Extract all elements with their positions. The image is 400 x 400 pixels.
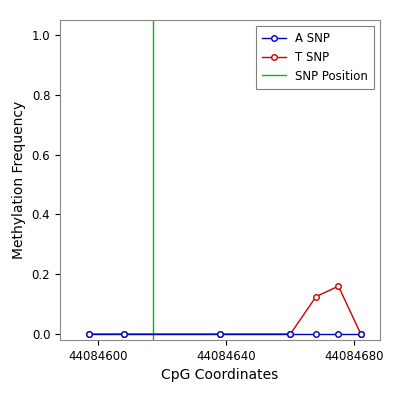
A SNP	[288, 332, 293, 336]
T SNP	[358, 332, 363, 336]
A SNP	[336, 332, 341, 336]
A SNP	[218, 332, 222, 336]
Legend: A SNP, T SNP, SNP Position: A SNP, T SNP, SNP Position	[256, 26, 374, 88]
Line: T SNP: T SNP	[86, 283, 364, 337]
T SNP	[218, 332, 222, 336]
A SNP	[86, 332, 91, 336]
A SNP	[122, 332, 126, 336]
Line: A SNP: A SNP	[86, 331, 364, 337]
T SNP	[288, 332, 293, 336]
T SNP	[122, 332, 126, 336]
T SNP	[314, 294, 318, 299]
T SNP	[86, 332, 91, 336]
X-axis label: CpG Coordinates: CpG Coordinates	[161, 368, 279, 382]
A SNP	[358, 332, 363, 336]
Y-axis label: Methylation Frequency: Methylation Frequency	[12, 101, 26, 259]
T SNP	[336, 284, 341, 288]
A SNP	[314, 332, 318, 336]
